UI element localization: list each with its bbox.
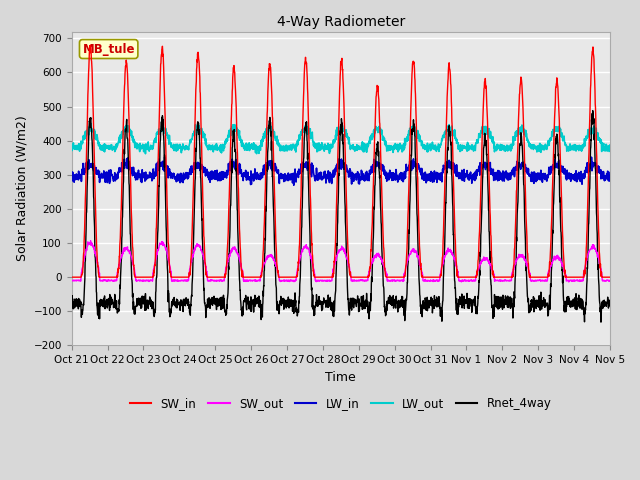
Legend: SW_in, SW_out, LW_in, LW_out, Rnet_4way: SW_in, SW_out, LW_in, LW_out, Rnet_4way [125, 392, 556, 415]
Title: 4-Way Radiometer: 4-Way Radiometer [276, 15, 405, 29]
Text: MB_tule: MB_tule [83, 43, 135, 56]
X-axis label: Time: Time [325, 371, 356, 384]
Y-axis label: Solar Radiation (W/m2): Solar Radiation (W/m2) [15, 116, 28, 261]
